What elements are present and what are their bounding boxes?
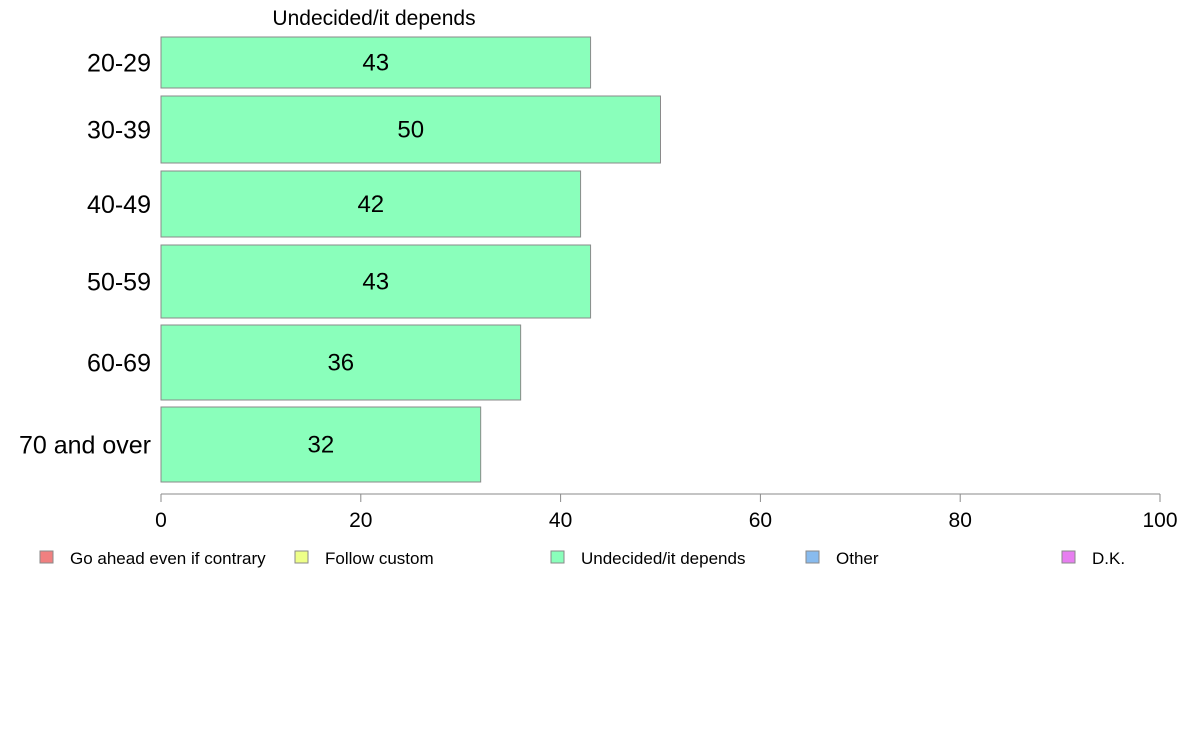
category-label: 60-69: [87, 350, 151, 378]
legend-swatch: [550, 550, 565, 564]
bars-group: 43 50 42 43 36 32: [160, 36, 661, 483]
category-label: 50-59: [87, 269, 151, 297]
legend-label: D.K.: [1092, 549, 1125, 568]
legend-swatch: [39, 550, 54, 564]
x-tick-label: 0: [155, 509, 167, 532]
bar-70-and-over: [160, 406, 482, 483]
x-tick-label: 80: [949, 509, 972, 532]
bar-50-59: [160, 244, 592, 319]
bar-value-label: 43: [362, 269, 389, 296]
category-labels: 20-29 30-39 40-49 50-59 60-69 70 and over: [19, 50, 151, 460]
category-label: 20-29: [87, 50, 151, 78]
x-tick-label: 100: [1142, 509, 1177, 532]
category-label: 30-39: [87, 117, 151, 145]
bar-60-69: [160, 324, 522, 401]
category-label: 40-49: [87, 191, 151, 219]
bar-value-label: 50: [397, 117, 424, 144]
x-tick-label: 20: [349, 509, 372, 532]
legend-swatch: [1061, 550, 1076, 564]
panel-title: Undecided/it depends: [272, 7, 475, 30]
x-tick-label: 40: [549, 509, 572, 532]
bar-20-29: [160, 36, 592, 89]
legend-label: Other: [836, 549, 879, 568]
bar-value-label: 43: [362, 50, 389, 77]
bar-value-label: 36: [327, 350, 354, 377]
legend-swatch: [805, 550, 820, 564]
legend: Go ahead even if contrary Follow custom Un…: [39, 549, 1125, 568]
legend-label: Go ahead even if contrary: [70, 549, 266, 568]
category-label: 70 and over: [19, 432, 151, 460]
legend-swatch: [294, 550, 309, 564]
x-axis: 0 20 40 60 80 100: [155, 493, 1178, 532]
bar-value-label: 42: [357, 191, 384, 218]
bar-40-49: [160, 170, 582, 238]
x-tick-label: 60: [749, 509, 772, 532]
bar-value-label: 32: [307, 432, 334, 459]
legend-label: Undecided/it depends: [581, 549, 745, 568]
bar-30-39: [160, 95, 661, 164]
legend-label: Follow custom: [325, 549, 434, 568]
